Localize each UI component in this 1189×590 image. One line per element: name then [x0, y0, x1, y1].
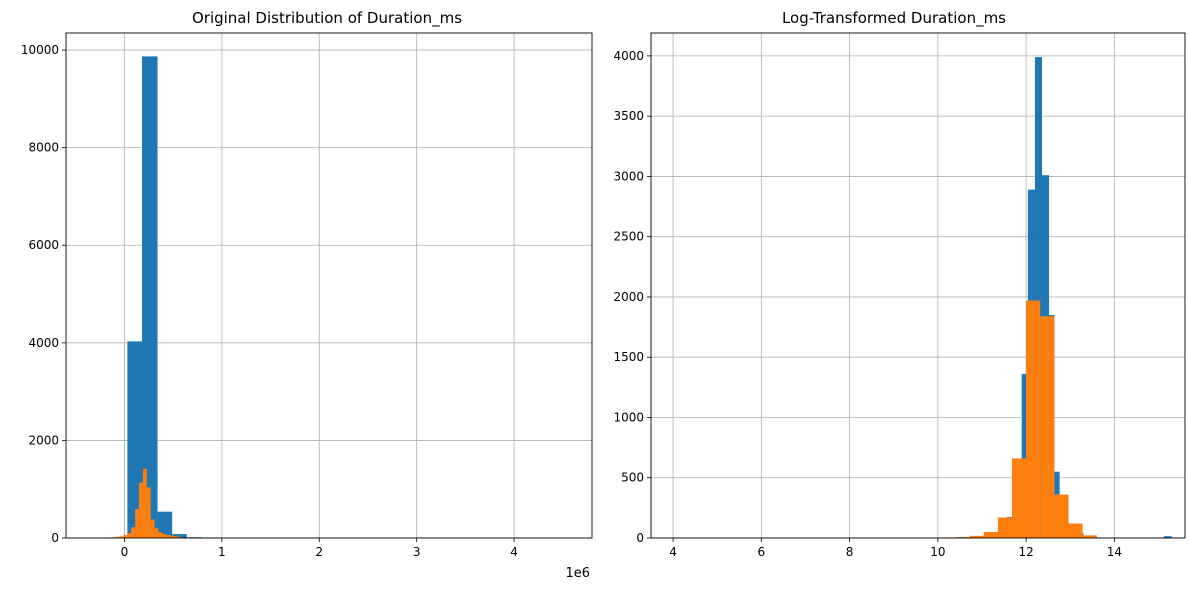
y-tick-label: 4000	[28, 336, 59, 350]
histogram-panel-original: Original Distribution of Duration_ms 0 1 2…	[21, 9, 593, 581]
x-tick-label: 3	[413, 545, 421, 559]
histogram-bar-log-series-2	[1026, 300, 1041, 538]
histogram-bar-log-series-2	[997, 517, 1013, 538]
histogram-bar-original-series-2	[146, 487, 151, 538]
y-tick-label: 2000	[613, 290, 644, 304]
histogram-bar-original-series-2	[150, 519, 155, 538]
histogram-bar-original-series-1	[157, 511, 173, 538]
histogram-bar-original-series-2	[174, 536, 179, 538]
histogram-bar-original-series-2	[123, 535, 128, 538]
chart-title-log: Log-Transformed Duration_ms	[782, 9, 1006, 28]
histogram-bar-original-series-2	[170, 535, 175, 538]
histogram-bar-original-series-2	[115, 536, 120, 538]
x-tick-label: 6	[758, 545, 766, 559]
y-tick-label: 10000	[21, 43, 59, 57]
y-grid-log	[651, 55, 1185, 539]
histogram-bar-log-series-2	[983, 531, 998, 538]
histogram-bar-original-series-2	[162, 534, 167, 538]
x-tick-label: 12	[1018, 545, 1033, 559]
x-grid-log	[672, 33, 1115, 538]
histogram-bar-log-series-1	[1163, 536, 1172, 538]
y-tick-label: 0	[51, 531, 59, 545]
histogram-bar-log-series-2	[1068, 523, 1083, 538]
x-grid-original	[124, 33, 515, 538]
x-tick-label: 10	[930, 545, 945, 559]
histogram-bar-log-series-2	[1040, 316, 1055, 538]
histogram-bar-log-series-2	[969, 535, 984, 538]
x-tick-label: 4	[669, 545, 677, 559]
histogram-bar-log-series-1	[1021, 374, 1028, 538]
histogram-bar-original-series-2	[142, 468, 147, 538]
histogram-panel-log: Log-Transformed Duration_ms 4 6 8 10 12 14 0 5…	[613, 9, 1186, 559]
histogram-bar-original-series-2	[178, 537, 182, 538]
x-offset-label-original: 1e6	[565, 566, 590, 581]
histogram-bar-original-series-2	[158, 532, 163, 538]
y-tick-label: 1000	[613, 410, 644, 424]
x-tick-label: 0	[121, 545, 129, 559]
histogram-bar-log-series-2	[1082, 535, 1097, 538]
histogram-bar-original-series-1	[172, 534, 187, 538]
histogram-bar-original-series-2	[131, 527, 136, 538]
histogram-bar-original-series-2	[154, 528, 159, 538]
y-tick-label: 0	[636, 531, 644, 545]
x-tick-label: 2	[315, 545, 323, 559]
histogram-bar-log-series-2	[1012, 458, 1027, 538]
histogram-bar-original-series-2	[166, 535, 171, 538]
histogram-bar-original-series-2	[119, 536, 124, 538]
histogram-bar-original-series-1	[141, 56, 158, 538]
y-tick-label: 1500	[613, 350, 644, 364]
x-tick-label: 14	[1107, 545, 1122, 559]
plot-frame-log	[650, 32, 1186, 539]
bars-original	[107, 56, 217, 538]
y-tick-label: 6000	[28, 238, 59, 252]
y-tick-label: 3500	[613, 109, 644, 123]
x-tick-label: 8	[846, 545, 854, 559]
histogram-bar-original-series-2	[127, 533, 132, 538]
histogram-bar-log-series-2	[955, 537, 970, 538]
bars-log	[941, 57, 1172, 539]
chart-title-original: Original Distribution of Duration_ms	[192, 9, 462, 28]
y-tick-label: 2000	[28, 433, 59, 447]
x-tick-label: 4	[510, 545, 518, 559]
histogram-bar-log-series-2	[1054, 494, 1069, 538]
x-axis-log: 4 6 8 10 12 14	[669, 538, 1122, 559]
y-axis-log: 0 500 1000 1500 2000 2500 3000 3500 4000	[613, 49, 651, 545]
y-tick-label: 8000	[28, 141, 59, 155]
histogram-bar-original-series-1	[127, 341, 142, 538]
y-tick-label: 3000	[613, 169, 644, 183]
histogram-bar-log-series-1	[1034, 57, 1043, 538]
y-tick-label: 2500	[613, 230, 644, 244]
plot-frame-original	[65, 32, 593, 539]
y-tick-label: 4000	[613, 49, 644, 63]
histogram-bar-original-series-2	[135, 509, 140, 538]
x-tick-label: 1	[218, 545, 226, 559]
x-axis-original: 0 1 2 3 4	[121, 538, 518, 559]
histogram-bar-original-series-2	[139, 482, 143, 538]
y-axis-original: 0 2000 4000 6000 8000 10000	[21, 43, 66, 545]
y-tick-label: 500	[621, 471, 644, 485]
